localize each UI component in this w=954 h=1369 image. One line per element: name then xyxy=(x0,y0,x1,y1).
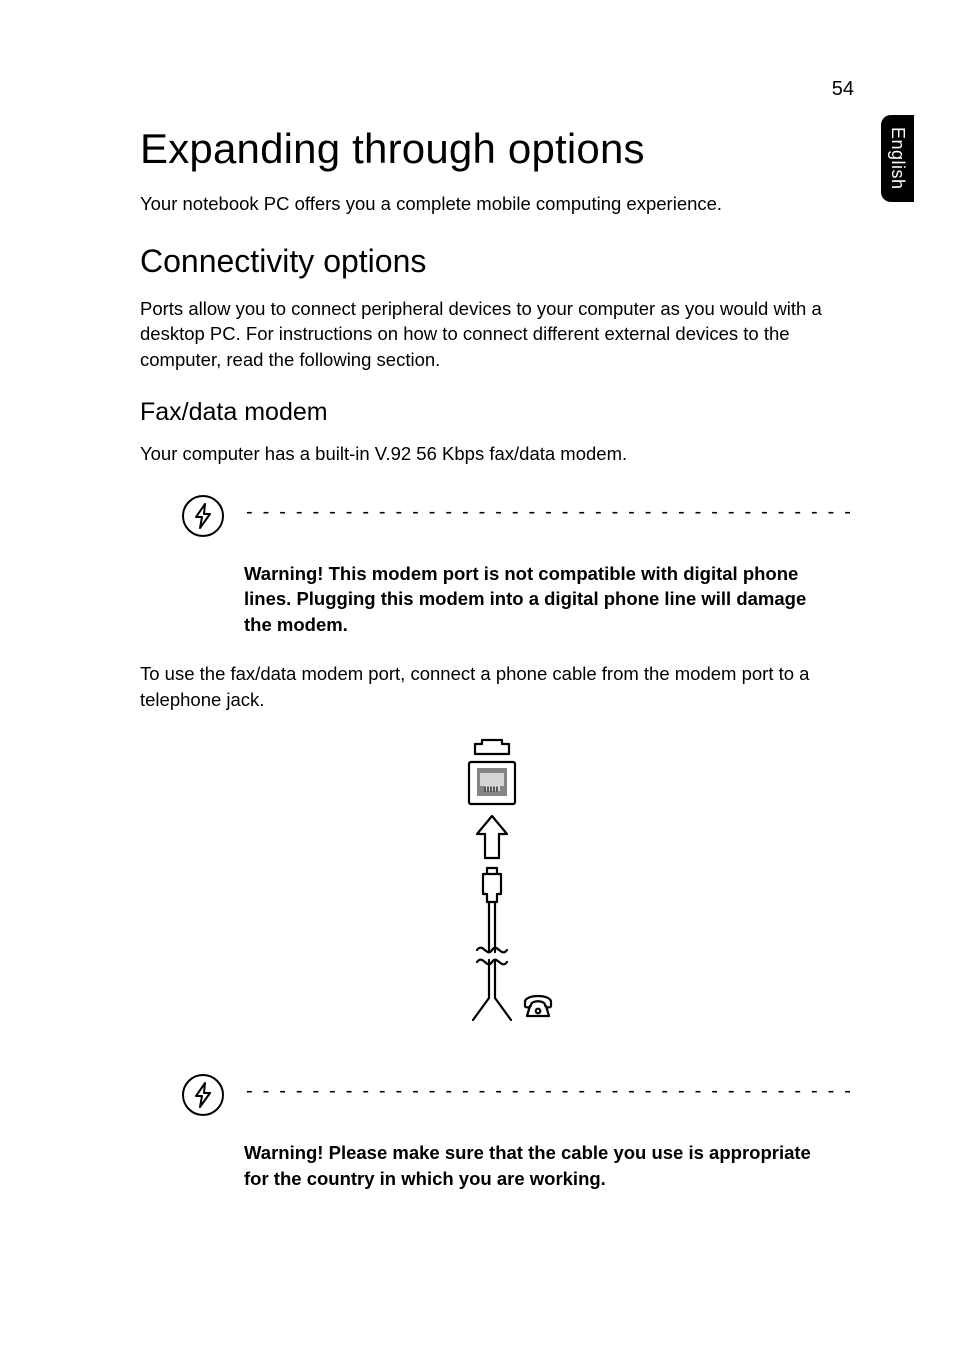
warning-callout: - - - - - - - - - - - - - - - - - - - - … xyxy=(182,1072,854,1116)
language-tab: English xyxy=(881,115,914,202)
page: 54 English Expanding through options You… xyxy=(0,0,954,1369)
warning-text: Warning! This modem port is not compatib… xyxy=(244,561,824,638)
page-title: Expanding through options xyxy=(140,125,854,173)
dash-separator: - - - - - - - - - - - - - - - - - - - - … xyxy=(246,1072,854,1103)
subsection-paragraph: Your computer has a built-in V.92 56 Kbp… xyxy=(140,441,854,467)
section-heading: Connectivity options xyxy=(140,243,854,280)
page-number: 54 xyxy=(832,78,854,101)
warning-callout: - - - - - - - - - - - - - - - - - - - - … xyxy=(182,493,854,537)
howto-paragraph: To use the fax/data modem port, connect … xyxy=(140,661,854,712)
warning-text: Warning! Please make sure that the cable… xyxy=(244,1140,824,1191)
intro-paragraph: Your notebook PC offers you a complete m… xyxy=(140,191,854,217)
warning-icon xyxy=(182,495,224,537)
dash-separator: - - - - - - - - - - - - - - - - - - - - … xyxy=(246,493,854,524)
warning-icon xyxy=(182,1074,224,1116)
section-paragraph: Ports allow you to connect peripheral de… xyxy=(140,296,854,373)
modem-diagram xyxy=(140,738,854,1048)
subsection-heading: Fax/data modem xyxy=(140,398,854,427)
